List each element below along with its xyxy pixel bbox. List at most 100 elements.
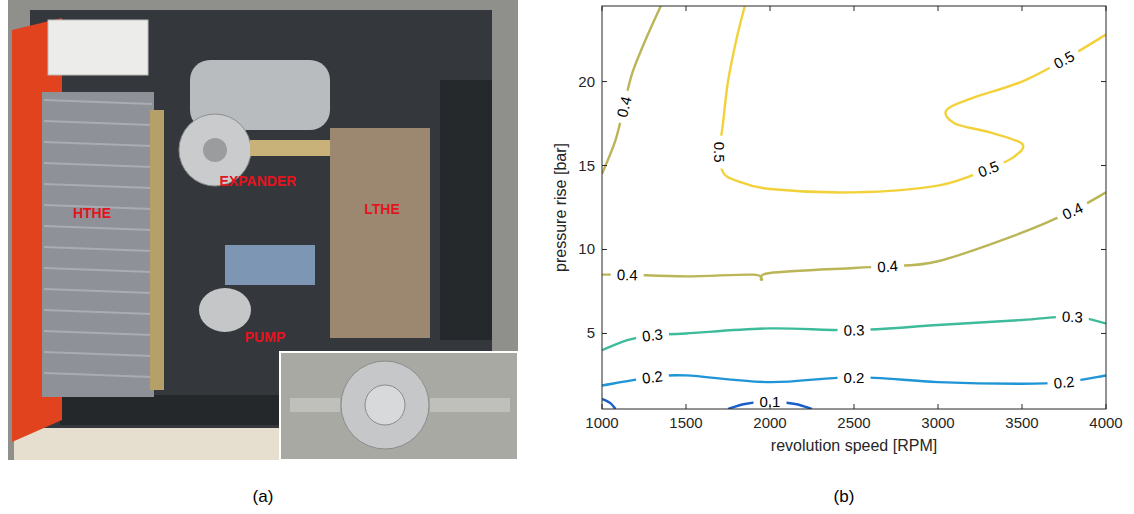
label-patch [611, 265, 644, 284]
hthe-texture [44, 268, 152, 272]
plot-area [602, 6, 1106, 409]
contour-line [602, 6, 661, 174]
x-tick-label: 3500 [1005, 414, 1038, 431]
photo-label: HTHE [73, 205, 111, 221]
level-label-group: 0.5 [711, 136, 729, 169]
x-tick-label: 2500 [837, 414, 870, 431]
contour-line [720, 6, 1106, 192]
label-patch [870, 256, 904, 277]
hthe-texture [44, 373, 152, 377]
level-label: 0.4 [613, 95, 635, 119]
hthe-texture [44, 121, 152, 125]
hthe-texture [44, 331, 152, 335]
door [440, 80, 492, 340]
level-label-group: 0.1 [754, 392, 787, 410]
y-tick-label: 15 [578, 157, 595, 174]
x-tick-label: 4000 [1089, 414, 1122, 431]
label-patch [1045, 44, 1083, 76]
inset [280, 352, 518, 460]
contour-labels: 0.1 0.2 0.2 0.2 0.3 0.3 0.3 0.4 0.4 0.4 0.4 0.5 0.5 0… [611, 44, 1092, 411]
y-tick [602, 165, 607, 166]
plot-frame [602, 6, 1106, 409]
figure: HTHEEXPANDERLTHEPUMP(a)0.10.20.20.20.30.… [0, 0, 1134, 514]
x-tick-label: 1500 [669, 414, 702, 431]
panel-label: (a) [253, 487, 274, 506]
label-patch [635, 366, 670, 388]
label-patch [1047, 372, 1082, 393]
label-patch [635, 324, 670, 346]
level-label: 0.5 [1051, 47, 1078, 72]
y-tick [1101, 81, 1106, 82]
pump-shape [199, 288, 251, 332]
y-tick [1101, 165, 1106, 166]
hthe-shape [42, 92, 154, 397]
x-tick [602, 404, 603, 409]
level-label: 0.4 [877, 257, 899, 276]
x-tick-label: 3000 [921, 414, 954, 431]
label-patch [1054, 196, 1092, 226]
level-label-group: 0.5 [1045, 44, 1083, 76]
label-patch [711, 136, 729, 169]
level-label: 0.3 [1062, 308, 1084, 326]
level-label: 0.3 [641, 325, 664, 344]
hthe-texture [44, 310, 152, 314]
control-box [48, 20, 148, 75]
y-tick [1101, 249, 1106, 250]
pump-motor [225, 245, 315, 285]
level-label: 0.2 [641, 367, 664, 386]
level-label: 0.4 [617, 266, 638, 283]
x-tick [854, 404, 855, 409]
level-label-group: 0.3 [1056, 307, 1090, 326]
x-axis-title: revolution speed [RPM] [771, 437, 937, 454]
inset-frame [280, 352, 518, 460]
y-tick [1101, 333, 1106, 334]
expander-hub [203, 138, 227, 162]
x-tick [1022, 404, 1023, 409]
contour-line [602, 317, 1106, 351]
photo-panel: HTHEEXPANDERLTHEPUMP [8, 0, 518, 460]
hthe-texture [44, 100, 152, 104]
label-patch [611, 89, 636, 125]
y-tick [602, 249, 607, 250]
level-label-group: 0.5 [970, 155, 1007, 184]
y-tick [602, 81, 607, 82]
x-tick-label: 1000 [585, 414, 618, 431]
label-patch [837, 321, 870, 340]
level-label-group: 0.3 [635, 324, 670, 346]
label-patch [754, 392, 787, 410]
level-label: 0.5 [711, 142, 728, 163]
panel-label: (b) [834, 487, 855, 506]
x-tick [686, 6, 687, 11]
level-label: 0.5 [976, 157, 1002, 180]
photo-label: LTHE [364, 201, 400, 217]
photo-background [8, 0, 518, 460]
level-label: 0.2 [1053, 373, 1075, 392]
y-axis-title: pressure rise [bar] [552, 143, 569, 272]
level-label: 0.2 [844, 369, 865, 386]
level-label: 0.4 [1059, 199, 1085, 223]
axes: 10001500200025003000350040005101520 [578, 6, 1122, 431]
x-tick [770, 6, 771, 11]
x-tick [854, 6, 855, 11]
inset-hub [365, 385, 405, 425]
level-label-group: 0.2 [1047, 372, 1082, 393]
x-tick [686, 404, 687, 409]
contour-line [602, 399, 615, 409]
x-tick [938, 6, 939, 11]
photo-label: EXPANDER [220, 173, 297, 189]
inset-pipe [430, 398, 510, 412]
contour-lines [602, 6, 1106, 409]
y-tick [602, 333, 607, 334]
x-tick [1106, 6, 1107, 11]
contour-line [602, 192, 1106, 279]
level-label-group: 0.2 [635, 366, 670, 388]
level-label-group: 0.3 [837, 321, 870, 340]
y-tick-label: 20 [578, 73, 595, 90]
hthe-texture [44, 352, 152, 356]
inset-expander [341, 361, 429, 449]
pipe [150, 110, 164, 390]
hthe-texture [44, 142, 152, 146]
level-label-group: 0.4 [611, 89, 636, 125]
inset-pipe [290, 398, 340, 412]
x-tick [1106, 404, 1107, 409]
